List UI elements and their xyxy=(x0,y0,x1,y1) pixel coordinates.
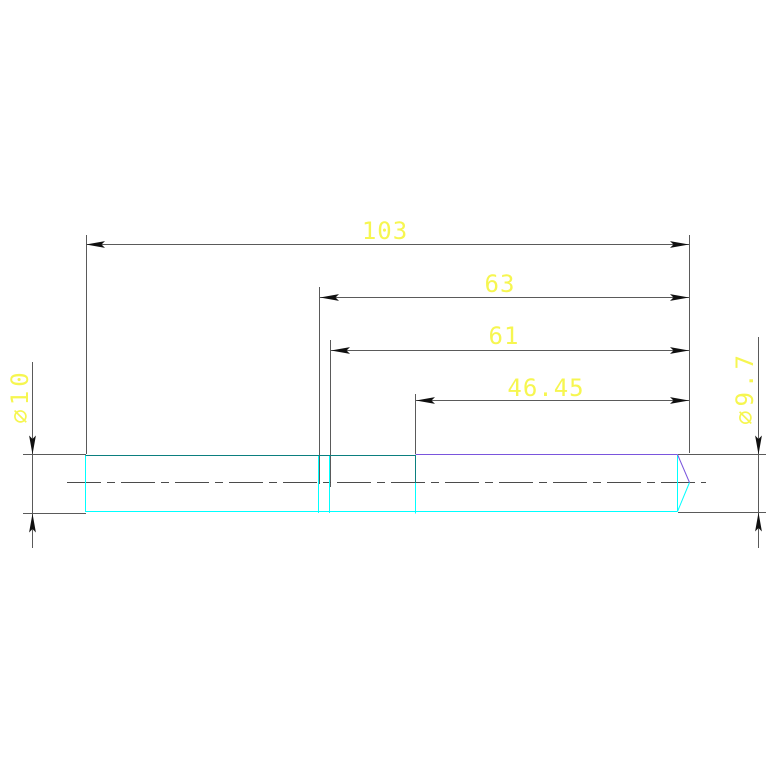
dim-label-61: 61 xyxy=(489,322,520,350)
shaft-tip-chamfer-upper xyxy=(677,454,690,483)
part-outline-teal xyxy=(85,455,416,483)
shaft-tip-chamfer-lower xyxy=(677,482,690,512)
arrow-103-right xyxy=(670,241,689,248)
arrow-61-left xyxy=(331,347,350,354)
dim-label-dia10: ∅10 xyxy=(6,368,34,423)
dim-label-63: 63 xyxy=(485,270,516,298)
arrow-61-right xyxy=(670,347,689,354)
arrow-63-right xyxy=(670,294,689,301)
arrow-63-left xyxy=(320,294,339,301)
arrowheads xyxy=(29,241,762,533)
arrow-46-45-left xyxy=(416,397,435,404)
arrow-dia97-top xyxy=(755,435,762,455)
dimension-labels: 103 63 61 46.45 ∅10 ∅9.7 xyxy=(6,217,759,425)
part-outline-cyan xyxy=(85,454,690,514)
dim-label-46-45: 46.45 xyxy=(507,374,584,402)
dim-label-dia97: ∅9.7 xyxy=(731,351,759,425)
arrow-dia10-bottom xyxy=(29,513,36,533)
arrow-46-45-right xyxy=(670,397,689,404)
part-outline-purple xyxy=(415,454,690,483)
arrow-dia97-bottom xyxy=(755,512,762,532)
arrow-dia10-top xyxy=(29,435,36,455)
dim-label-103: 103 xyxy=(362,217,408,245)
dimension-and-extension-lines xyxy=(23,235,766,548)
arrow-103-left xyxy=(86,241,105,248)
